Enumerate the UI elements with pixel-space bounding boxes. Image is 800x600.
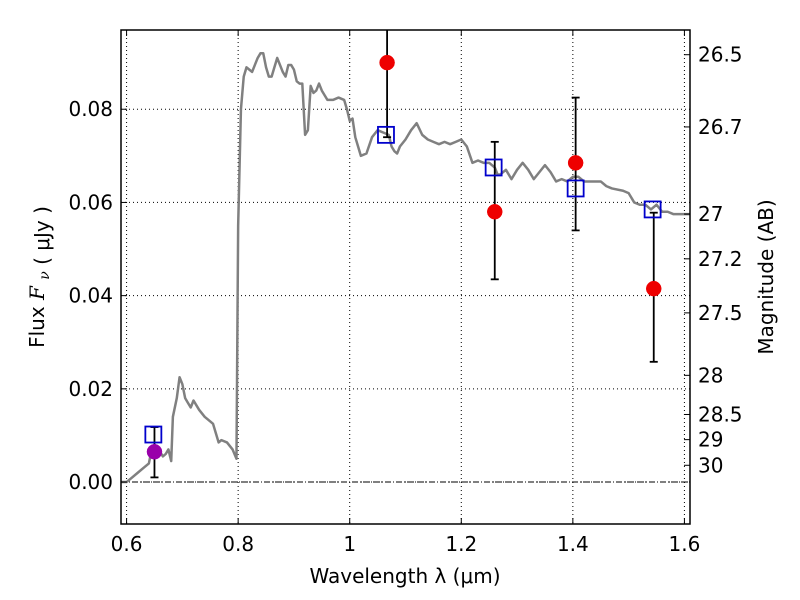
- y-axis-label-unit: ( μJy ): [30, 206, 54, 265]
- x-tick-label: 1.2: [445, 532, 477, 556]
- right-tick-label: 29: [698, 428, 723, 452]
- y-tick-label: 0.06: [68, 190, 113, 214]
- right-tick-label: 27.2: [698, 247, 743, 271]
- model-photometry-square: [643, 200, 662, 219]
- x-tick-label: 1: [343, 532, 356, 556]
- y-axis-ticks: 0.00 0.02 0.04 0.06 0.08: [68, 97, 127, 494]
- observed-point: [487, 204, 503, 220]
- x-tick-label: 1.4: [557, 532, 589, 556]
- right-tick-label: 30: [698, 453, 723, 477]
- observed-point: [146, 444, 163, 460]
- y-axis-label-right: Magnitude (AB): [754, 199, 778, 354]
- y-tick-label: 0.04: [68, 284, 113, 308]
- y-axis-label-symbol: F: [25, 285, 49, 301]
- x-tick-label: 0.6: [111, 532, 143, 556]
- model-photometry-square: [377, 125, 395, 144]
- right-tick-label: 26.5: [698, 43, 743, 67]
- plot-background: [121, 30, 690, 524]
- y-tick-label: 0.02: [68, 377, 113, 401]
- right-tick-label: 27.5: [698, 301, 743, 325]
- y-axis-label-text: Flux: [25, 306, 49, 348]
- right-tick-label: 26.7: [698, 115, 743, 139]
- y-tick-label: 0.00: [68, 470, 113, 494]
- model-photometry-markers: [144, 125, 662, 444]
- y-axis-label-subscript: ν: [37, 271, 53, 280]
- model-photometry-square: [484, 158, 503, 177]
- y-axis-label-left: Flux F ν ( μJy ): [25, 206, 54, 348]
- x-axis-ticks: 0.6 0.8 1 1.2 1.4 1.6: [111, 30, 701, 556]
- model-photometry-square: [144, 425, 163, 444]
- x-axis-label: Wavelength λ (μm): [309, 564, 500, 588]
- right-tick-label: 28: [698, 363, 723, 387]
- observed-photometry-markers: [146, 54, 662, 460]
- observed-point: [567, 155, 584, 171]
- x-tick-label: 1.6: [669, 532, 701, 556]
- model-photometry-square: [566, 179, 585, 198]
- y-tick-label: 0.08: [68, 97, 113, 121]
- x-tick-label: 0.8: [222, 532, 254, 556]
- observed-point: [645, 280, 662, 297]
- plot-frame: [120, 29, 691, 525]
- right-tick-label: 27: [698, 202, 723, 226]
- model-sed-line: [121, 52, 690, 484]
- right-tick-label: 28.5: [698, 402, 743, 426]
- observed-point: [379, 54, 395, 71]
- grid: [121, 30, 690, 524]
